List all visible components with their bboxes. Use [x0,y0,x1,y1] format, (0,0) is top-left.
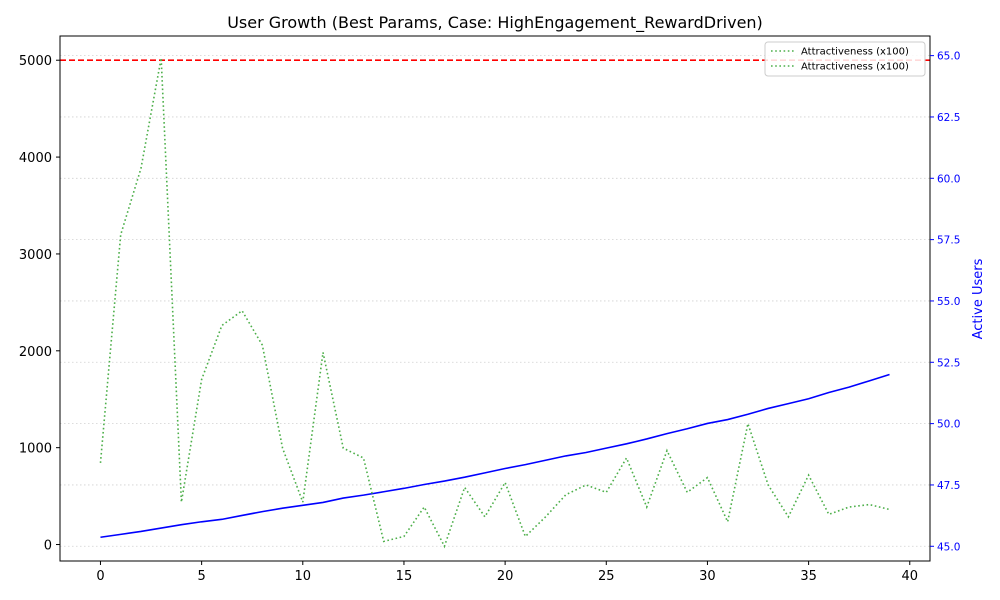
legend: Attractiveness (x100) Attractiveness (x10… [764,41,926,77]
y-right-tick-label: 52.5 [937,357,960,369]
y-axis-left: 0 1000 2000 3000 4000 5000 [19,54,60,554]
x-tick-label: 40 [901,569,918,584]
grid-lines [60,55,930,547]
y-right-tick-label: 50.0 [937,419,960,431]
x-tick-label: 5 [197,569,205,584]
y-right-tick-label: 62.5 [937,112,960,124]
series-points-0 [100,375,889,538]
attractiveness-line [99,57,890,549]
x-tick-label: 35 [800,569,817,584]
y-left-tick-label: 0 [44,539,52,554]
x-tick-label: 20 [497,569,514,584]
y-right-tick-label: 57.5 [937,235,960,247]
plot-frame [59,35,931,562]
active-users-line [100,373,890,539]
y-left-tick-label: 4000 [19,151,52,166]
x-tick-label: 25 [598,569,615,584]
y-right-tick-label: 45.0 [937,541,960,553]
x-tick-label: 0 [96,569,104,584]
series-points-1 [100,58,889,546]
y-left-tick-label: 1000 [19,442,52,457]
x-axis: 0 5 10 15 20 25 30 35 40 [96,561,918,584]
y-axis-right: 45.0 47.5 50.0 52.5 55.0 57.5 60.0 62.5 65.0 [930,51,960,553]
x-tick-label: 10 [295,569,312,584]
chart-title: User Growth (Best Params, Case: HighEnga… [227,13,763,33]
y-right-tick-label: 55.0 [937,296,960,308]
x-tick-label: 30 [699,569,716,584]
y-right-tick-label: 65.0 [937,51,960,63]
y-right-tick-label: 47.5 [937,480,960,492]
y-right-tick-label: 60.0 [937,173,960,185]
legend-label: Attractiveness (x100) [801,47,909,58]
y-left-tick-label: 5000 [19,54,52,69]
legend-label: Attractiveness (x100) [801,62,909,73]
x-tick-label: 15 [396,569,413,584]
series-layer [99,57,890,549]
y-left-tick-label: 3000 [19,248,52,263]
legend-box [764,41,926,77]
y-axis-right-label: Active Users [971,258,986,339]
y-left-tick-label: 2000 [19,345,52,360]
